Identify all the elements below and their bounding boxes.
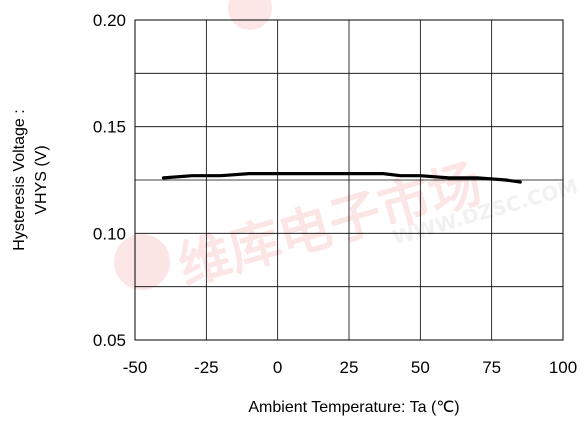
plot-frame (134, 19, 564, 341)
x-tick-label: 50 (411, 358, 430, 377)
y-axis-label: Hysteresis Voltage : VHYS (V) (11, 109, 50, 250)
y-axis-label-line-1: Hysteresis Voltage : (11, 109, 28, 250)
x-tick-label: 25 (340, 358, 359, 377)
series-line (161, 172, 522, 184)
watermark: 维库电子市场 WWW.DZSC.COM (114, 0, 580, 297)
watermark-logo-icon (114, 234, 170, 290)
watermark-logo-icon (228, 0, 272, 30)
y-tick-label: 0.05 (93, 331, 126, 350)
x-tick-label: 75 (482, 358, 501, 377)
y-tick-label: 0.15 (93, 118, 126, 137)
x-tick-label: 100 (549, 358, 577, 377)
series-group (161, 172, 522, 184)
x-tick-label: -25 (194, 358, 219, 377)
x-axis-label: Ambient Temperature: Ta (℃) (248, 399, 459, 416)
x-tick-label: -50 (123, 358, 148, 377)
y-tick-labels: 0.05 0.10 0.15 0.20 (93, 11, 126, 350)
y-tick-label: 0.20 (93, 11, 126, 30)
x-tick-label: 0 (273, 358, 282, 377)
y-tick-label: 0.10 (93, 224, 126, 243)
x-tick-labels: -50 -25 0 25 50 75 100 (123, 358, 577, 377)
y-axis-label-line-2: VHYS (V) (33, 145, 50, 214)
